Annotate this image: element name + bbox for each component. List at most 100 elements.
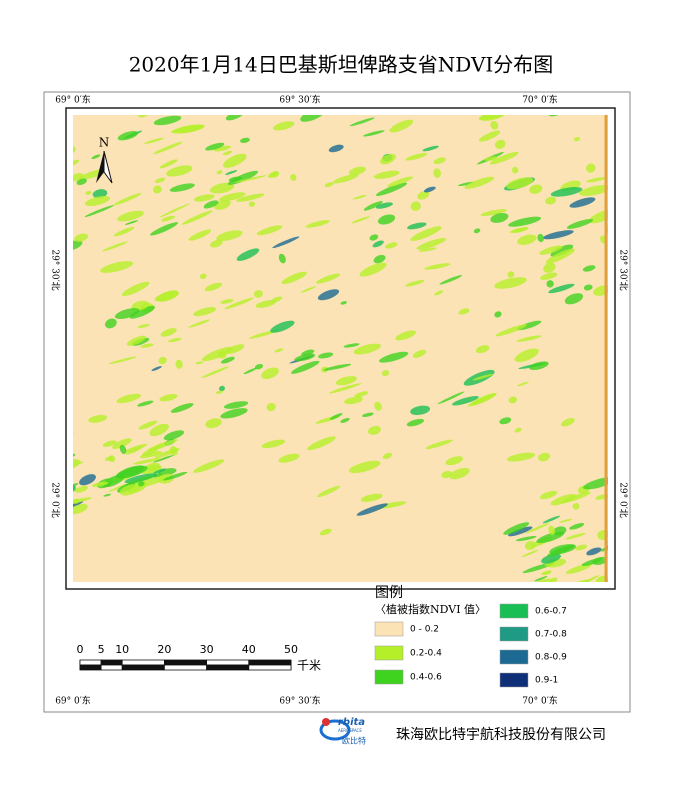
vegetation-patch bbox=[565, 563, 592, 574]
vegetation-patch bbox=[153, 185, 162, 194]
vegetation-patch bbox=[137, 400, 154, 407]
vegetation-patch bbox=[273, 121, 295, 131]
vegetation-patch bbox=[565, 533, 586, 540]
vegetation-patch bbox=[324, 182, 334, 188]
legend-title: 图例 bbox=[375, 585, 403, 601]
vegetation-patch bbox=[375, 182, 408, 196]
vegetation-patch bbox=[270, 320, 295, 333]
logo-text: rbita bbox=[338, 717, 365, 728]
vegetation-patch bbox=[540, 272, 558, 280]
vegetation-patch bbox=[290, 174, 297, 181]
vegetation-patch bbox=[203, 200, 219, 209]
vegetation-patch bbox=[225, 115, 245, 121]
logo-name: 欧比特 bbox=[342, 736, 366, 746]
vegetation-patch bbox=[204, 282, 223, 292]
vegetation-patch bbox=[360, 493, 383, 502]
vegetation-patch bbox=[158, 203, 190, 218]
lon-label: 69° 30′东 bbox=[279, 695, 320, 707]
vegetation-patch bbox=[410, 201, 421, 211]
vegetation-patch bbox=[291, 360, 320, 374]
vegetation-patch bbox=[216, 230, 243, 241]
vegetation-patch bbox=[137, 481, 145, 487]
vegetation-patch bbox=[159, 393, 178, 402]
legend-subtitle: 〈植被指数NDVI 值〉 bbox=[375, 602, 486, 616]
north-arrow-left bbox=[96, 151, 104, 183]
scale-segment bbox=[206, 664, 250, 671]
vegetation-patch bbox=[349, 117, 375, 127]
vegetation-patch bbox=[133, 458, 161, 465]
vegetation-patch bbox=[124, 473, 158, 484]
vegetation-patch bbox=[372, 240, 384, 248]
vegetation-patch bbox=[153, 115, 182, 126]
vegetation-patch bbox=[425, 439, 453, 450]
vegetation-patch bbox=[494, 277, 527, 289]
vegetation-patch bbox=[550, 187, 583, 197]
vegetation-patch bbox=[154, 290, 179, 302]
legend-swatch bbox=[374, 645, 404, 661]
vegetation-patch bbox=[131, 300, 149, 311]
vegetation-patch bbox=[124, 220, 139, 225]
map-title: 2020年1月14日巴基斯坦俾路支省NDVI分布图 bbox=[129, 53, 554, 77]
vegetation-patch bbox=[10, 484, 23, 495]
vegetation-patch bbox=[144, 137, 164, 144]
scale-segment bbox=[100, 659, 123, 666]
vegetation-patch bbox=[153, 455, 174, 463]
scale-label: 10 bbox=[115, 643, 129, 656]
map-background bbox=[73, 115, 608, 582]
vegetation-patch bbox=[581, 558, 602, 566]
scale-segment bbox=[121, 659, 165, 666]
vegetation-patch bbox=[300, 115, 327, 122]
vegetation-patch bbox=[167, 337, 182, 343]
vegetation-patch bbox=[548, 283, 575, 294]
vegetation-patch bbox=[517, 234, 537, 245]
vegetation-patch bbox=[475, 345, 490, 354]
vegetation-patch bbox=[138, 420, 158, 430]
lon-label: 69° 0′东 bbox=[55, 94, 91, 106]
vegetation-patch bbox=[73, 503, 88, 515]
vegetation-patch bbox=[490, 120, 499, 130]
vegetation-patch bbox=[545, 196, 557, 205]
vegetation-patch bbox=[209, 182, 235, 194]
scale-segment bbox=[206, 659, 250, 666]
vegetation-patch bbox=[478, 130, 501, 142]
vegetation-patch bbox=[458, 308, 470, 315]
vegetation-patch bbox=[328, 144, 344, 153]
vegetation-patch bbox=[449, 467, 470, 480]
vegetation-patch bbox=[374, 401, 382, 411]
north-label: N bbox=[99, 136, 110, 150]
vegetation-patch bbox=[117, 131, 139, 141]
vegetation-patch bbox=[521, 549, 539, 558]
vegetation-patch bbox=[438, 98, 468, 115]
vegetation-patch bbox=[540, 570, 552, 575]
vegetation-patch bbox=[84, 204, 115, 218]
vegetation-patch bbox=[267, 172, 278, 178]
vegetation-patch bbox=[458, 181, 474, 187]
vegetation-patch bbox=[547, 544, 575, 557]
vegetation-patch bbox=[170, 403, 194, 413]
vegetation-patch bbox=[153, 468, 167, 474]
vegetation-patch bbox=[517, 381, 529, 387]
vegetation-patch bbox=[348, 166, 366, 176]
vegetation-patch bbox=[564, 293, 584, 305]
vegetation-patch bbox=[424, 263, 451, 270]
vegetation-patch bbox=[124, 443, 148, 453]
logo: rbita AEROSPACE 欧比特 bbox=[319, 717, 366, 746]
vegetation-patch bbox=[188, 229, 212, 241]
vegetation-patch bbox=[199, 273, 207, 280]
vegetation-patch bbox=[550, 577, 558, 582]
vegetation-patch bbox=[210, 239, 223, 248]
vegetation-patch bbox=[193, 459, 225, 473]
vegetation-patch bbox=[318, 352, 334, 359]
vegetation-patch bbox=[451, 396, 479, 406]
vegetation-patch bbox=[154, 177, 166, 183]
vegetation-patch bbox=[417, 190, 430, 200]
vegetation-patch bbox=[508, 396, 518, 404]
vegetation-patch bbox=[112, 438, 132, 449]
vegetation-patch bbox=[104, 318, 117, 329]
vegetation-patch bbox=[410, 405, 431, 416]
vegetation-patch bbox=[572, 503, 580, 510]
vegetation-patch bbox=[545, 82, 564, 96]
vegetation-patch bbox=[162, 471, 188, 481]
scale-segment bbox=[248, 659, 292, 666]
vegetation-patch bbox=[529, 361, 549, 371]
